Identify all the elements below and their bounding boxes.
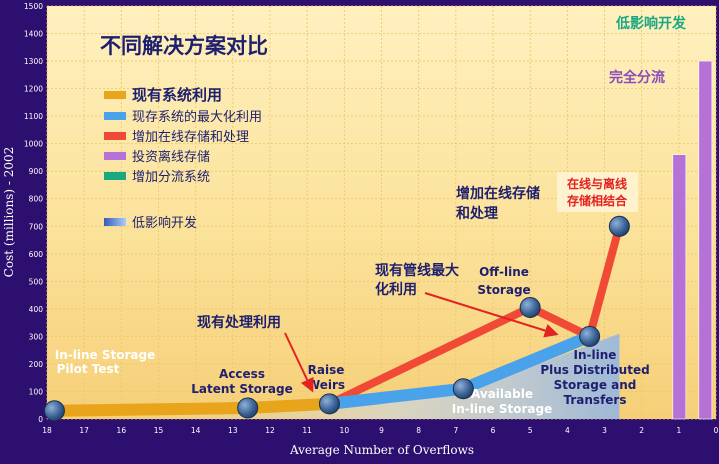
annotation-offline-1: Off-line [479,265,529,279]
x-tick-label: 12 [265,426,275,435]
legend-label-4: 增加分流系统 [132,170,210,185]
y-tick-label: 100 [29,387,44,396]
annotation-access-1: Access [219,367,265,381]
annotation-add-storage-1: 增加在线存储 [456,185,540,202]
legend-label-2: 增加在线存储和处理 [132,130,249,145]
annotation-arrow-processing [284,332,314,393]
legend-swatch-1 [104,112,126,120]
legend-swatch-3 [104,152,126,160]
annotation-add-storage-2: 和处理 [456,205,498,222]
bar-1 [698,60,713,420]
legend-label-3: 投资离线存储 [132,149,210,165]
legend-swatch-0 [104,91,126,99]
bars-layer [672,60,713,420]
legend-label-1: 现存系统的最大化利用 [132,109,262,125]
x-tick-label: 14 [191,426,201,435]
legend-label-0: 现有系统利用 [132,86,222,104]
x-tick-label: 9 [379,426,384,435]
y-tick-label: 700 [29,222,44,231]
annotation-distributed-3: Storage and [554,378,637,392]
x-tick-label: 8 [416,426,421,435]
annotation-low-impact-top: 低影响开发 [615,15,687,32]
y-tick-label: 900 [29,167,44,176]
legend-label-5: 低影响开发 [132,215,197,231]
y-tick-label: 1500 [24,2,43,11]
low-impact-area [54,333,620,419]
annotation-raise-1: Raise [308,363,345,377]
y-tick-label: 800 [29,195,44,204]
annotation-raise-2: Weirs [307,378,345,392]
y-tick-label: 1100 [24,112,43,121]
legend-swatch-4 [104,172,126,180]
annotation-distributed-1: In-line [574,348,617,362]
chart-title: 不同解决方案对比 [100,34,268,58]
annotation-combined-1: 在线与离线 [567,176,627,191]
y-tick-label: 1400 [24,30,43,39]
data-point-2 [318,393,340,415]
x-tick-label: 6 [491,426,496,435]
annotation-available-1: Available [471,387,533,401]
annotation-full-split: 完全分流 [609,69,665,86]
x-tick-label: 3 [602,426,607,435]
y-tick-label: 1200 [24,85,43,94]
data-point-5 [579,325,601,347]
x-tick-label: 4 [565,426,570,435]
series-line-0 [48,397,336,417]
annotation-arrow-pipeline [424,292,559,338]
x-tick-label: 15 [154,426,164,435]
combined-label-bg [557,172,638,212]
y-tick-label: 300 [29,332,44,341]
legend-swatch-5 [104,218,126,226]
annotation-distributed-4: Transfers [564,393,627,407]
x-tick-label: 17 [79,426,89,435]
annotation-available-2: In-line Storage [452,402,552,416]
y-tick-label: 400 [29,305,44,314]
x-axis-label: Average Number of Overflows [289,443,474,457]
x-tick-label: 10 [340,426,350,435]
y-tick-label: 0 [38,415,43,424]
data-point-4 [519,296,541,318]
annotation-offline-2: Storage [477,283,530,297]
y-axis-label: Cost (millions) - 2002 [2,147,16,278]
data-point-6 [608,215,630,237]
bar-0 [672,154,687,420]
annotation-access-2: Latent Storage [191,382,292,396]
x-tick-label: 2 [639,426,644,435]
annotation-distributed-2: Plus Distributed [540,363,649,377]
points-layer [43,215,630,422]
legend: 现有系统利用现存系统的最大化利用增加在线存储和处理投资离线存储增加分流系统低影响… [104,86,262,231]
y-tick-label: 600 [29,250,44,259]
data-point-1 [237,397,259,419]
y-tick-label: 1000 [24,140,43,149]
annotation-processing-use: 现有处理利用 [197,314,281,331]
annotation-combined-2: 存储相结合 [566,193,628,208]
y-tick-label: 500 [29,277,44,286]
y-tick-label: 200 [29,360,44,369]
annotation-pilot-1: In-line Storage [55,348,155,362]
annotation-pipeline-1: 现有管线最大 [375,262,459,279]
data-point-0 [43,400,65,422]
data-point-3 [452,378,474,400]
annotation-pipeline-2: 化利用 [375,281,417,298]
x-tick-label: 11 [302,426,312,435]
ticks-layer: 0100200300400500600700800900100011001200… [24,2,719,435]
legend-swatch-2 [104,132,126,140]
y-tick-label: 1300 [24,57,43,66]
x-tick-label: 16 [117,426,127,435]
x-tick-label: 0 [714,426,719,435]
x-tick-label: 18 [42,426,52,435]
x-tick-label: 5 [528,426,533,435]
x-tick-label: 7 [453,426,458,435]
annotations: In-line Storage Pilot Test Access Latent… [55,15,687,416]
x-tick-label: 13 [228,426,238,435]
annotation-pilot-2: Pilot Test [57,362,120,376]
x-tick-label: 1 [676,426,681,435]
